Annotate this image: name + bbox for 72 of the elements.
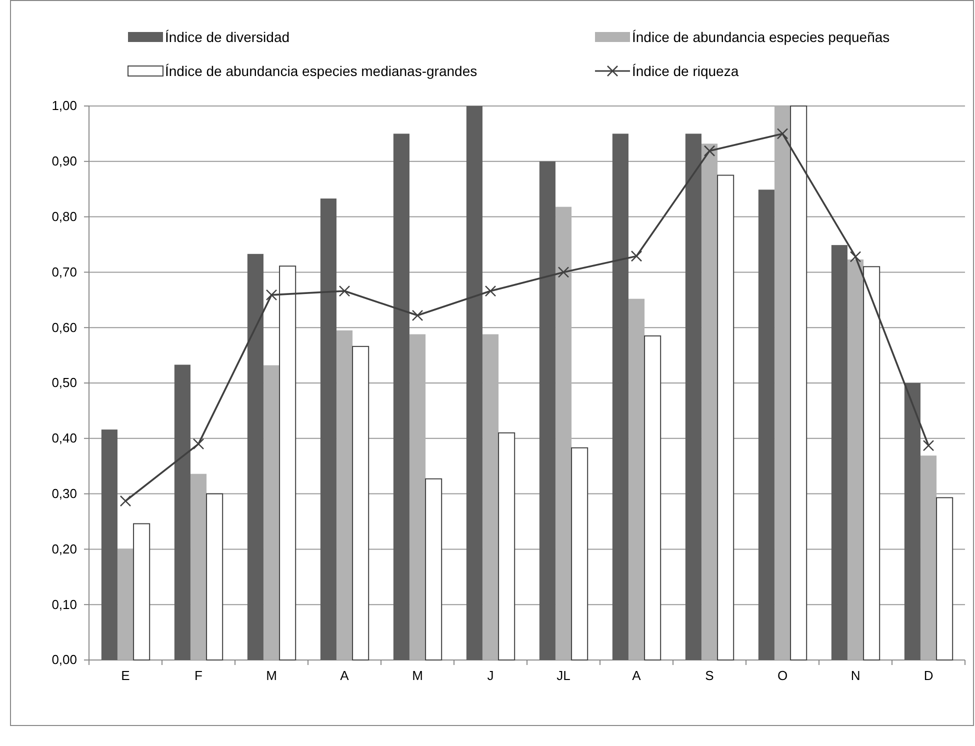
bar [904, 383, 920, 660]
bar [174, 364, 190, 660]
x-tick-label: F [194, 668, 203, 683]
point [412, 310, 424, 322]
bar [466, 106, 482, 660]
bar [263, 365, 280, 660]
bar [393, 134, 410, 660]
bar [539, 161, 556, 660]
legend-label: Índice de abundancia especies medianas-grandes [165, 63, 478, 79]
x-tick-label: A [632, 668, 642, 683]
x-tick-label: JL [556, 668, 570, 683]
bar [336, 330, 353, 660]
x-tick-label: A [340, 668, 350, 683]
bar [425, 478, 442, 660]
point [120, 495, 132, 507]
bar [555, 206, 572, 660]
y-tick-label: 1,00 [52, 98, 77, 114]
bar [612, 134, 628, 660]
bar [628, 298, 645, 660]
bar [409, 334, 426, 660]
point [192, 438, 204, 450]
x-tick-label: D [924, 668, 934, 683]
y-tick-label: 0,40 [52, 430, 77, 446]
point [922, 440, 934, 452]
y-tick-label: 0,20 [52, 541, 77, 556]
x-tick-label: O [777, 668, 788, 683]
y-tick-label: 0,00 [52, 652, 77, 668]
y-tick-label: 0,10 [52, 596, 77, 612]
x-tick-label: N [850, 668, 860, 683]
bar [117, 548, 134, 660]
y-tick-label: 0,50 [52, 375, 77, 390]
bar [352, 346, 370, 660]
point [776, 128, 788, 140]
point [558, 266, 570, 278]
bar [701, 144, 718, 660]
x-tick-label: S [705, 668, 714, 683]
bar [774, 106, 791, 660]
bar [206, 493, 224, 660]
point [850, 251, 862, 262]
bar [831, 245, 848, 660]
y-tick-label: 0,70 [52, 264, 77, 280]
y-tick-label: 0,30 [52, 486, 77, 501]
bar [685, 134, 702, 660]
bar [920, 456, 937, 660]
legend-label: Índice de abundancia especies pequeñas [632, 29, 890, 45]
x-tick-label: J [487, 668, 494, 683]
x-tick-label: M [266, 668, 277, 683]
point [266, 289, 278, 301]
legend-label: Índice de riqueza [632, 63, 739, 79]
bar [247, 254, 264, 660]
point [338, 285, 350, 297]
x-tick-label: M [412, 668, 423, 683]
point [484, 285, 496, 297]
bar [758, 190, 774, 660]
bar [133, 523, 150, 660]
bar [320, 198, 336, 660]
bar [101, 430, 118, 660]
y-tick-label: 0,60 [52, 320, 77, 335]
y-tick-label: 0,80 [52, 208, 77, 224]
bar [644, 335, 662, 660]
point [704, 145, 716, 157]
bar [190, 474, 207, 660]
bar [498, 432, 516, 660]
bar [717, 174, 734, 660]
legend-label: Índice de diversidad [165, 29, 290, 45]
bar [847, 259, 864, 660]
bar [482, 334, 499, 660]
bar [571, 447, 588, 660]
point [630, 250, 642, 262]
y-tick-label: 0,90 [52, 154, 77, 169]
x-tick-label: E [121, 668, 130, 683]
bar [936, 497, 954, 660]
